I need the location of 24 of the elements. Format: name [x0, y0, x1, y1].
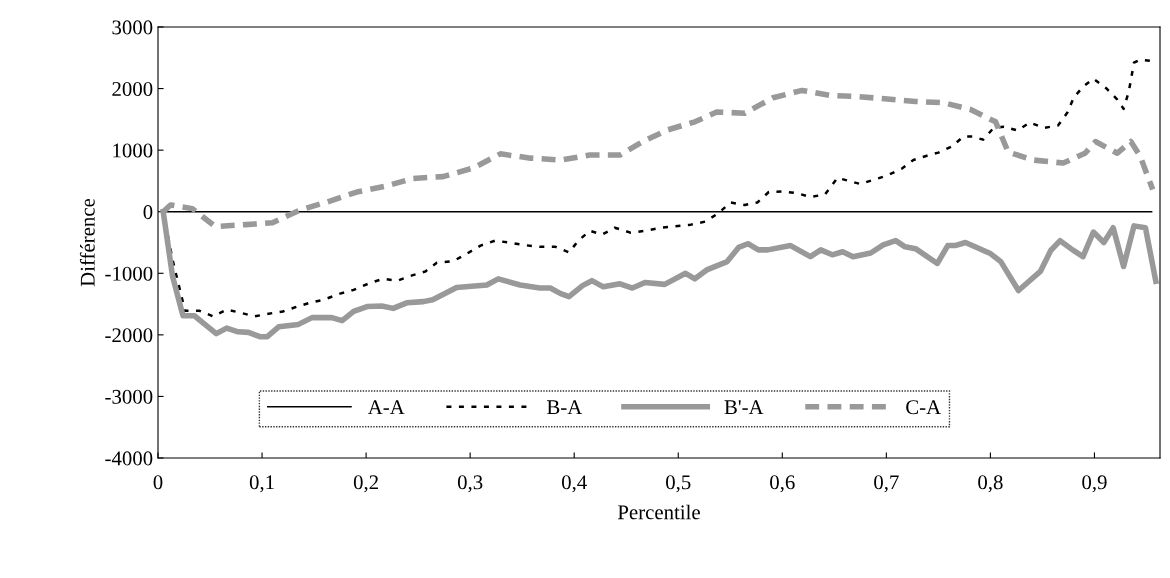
y-tick-label: 0: [143, 205, 153, 220]
y-tick-label: -4000: [105, 451, 153, 466]
y-tick-label: -1000: [105, 266, 153, 281]
x-tick-label: 0,8: [978, 475, 1003, 493]
y-tick-label: 1000: [113, 143, 153, 158]
x-axis-title: Percentile: [617, 504, 700, 520]
legend-label: B-A: [547, 400, 583, 415]
x-tick-label: 0,1: [249, 475, 274, 493]
y-tick-label: -2000: [105, 328, 153, 343]
y-tick-label: 2000: [112, 81, 153, 96]
y-axis-title: Différence: [79, 198, 95, 287]
x-tick-label: 0,4: [561, 475, 587, 493]
x-tick-label: 0,2: [353, 475, 378, 493]
x-tick-label: 0: [153, 475, 163, 490]
legend-label: C-A: [906, 400, 941, 415]
x-tick-label: 0,3: [457, 475, 483, 493]
legend-label: A-A: [367, 400, 405, 414]
y-tick-label: -3000: [105, 389, 153, 404]
legend-label: B'-A: [724, 400, 764, 415]
x-tick-label: 0,7: [874, 475, 899, 493]
x-tick-label: 0,6: [770, 475, 795, 493]
x-tick-label: 0,5: [666, 475, 691, 493]
y-tick-label: 3000: [112, 20, 153, 35]
x-tick-label: 0,9: [1082, 475, 1107, 493]
